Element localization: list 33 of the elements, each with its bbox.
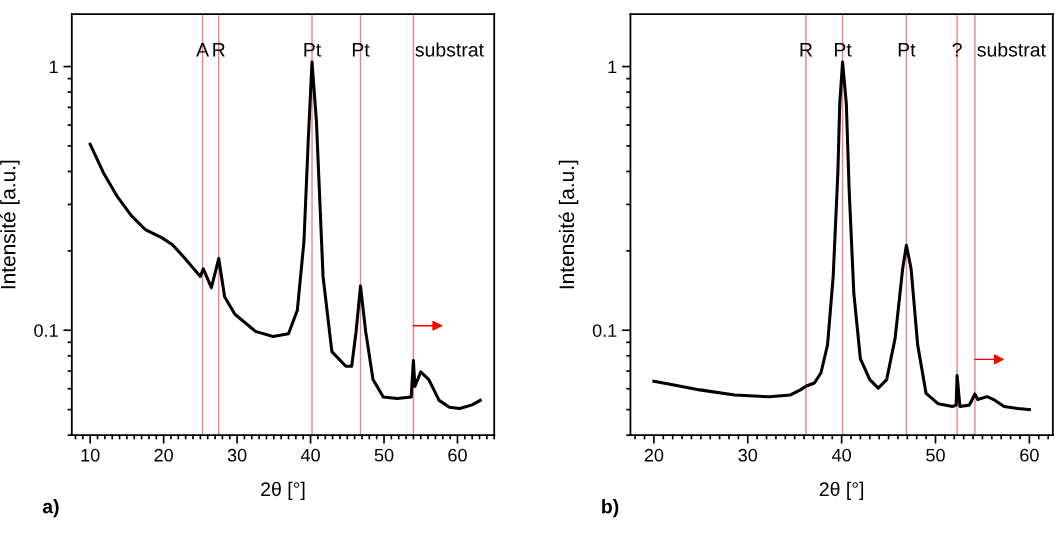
line-series [88, 60, 482, 410]
x-axis-title: 2θ [°] [261, 481, 305, 500]
y-tick-label: 1 [608, 60, 617, 74]
x-tick-label: 10 [81, 448, 100, 462]
x-tick-label: 40 [832, 448, 851, 462]
x-tick-label: 50 [374, 448, 394, 462]
y-tick-label: 0.1 [592, 324, 617, 337]
ref-line-label: Pt [834, 43, 852, 57]
y-axis-title: Intensité [a.u.] [0, 160, 20, 289]
y-axis-title: Intensité [a.u.] [558, 160, 579, 289]
x-tick-label: 20 [154, 448, 173, 462]
text: b) [602, 499, 619, 518]
ref-line-label: Pt [304, 43, 322, 57]
text: a) [42, 499, 59, 518]
x-tick-label: 40 [300, 448, 320, 462]
x-tick-label: 50 [926, 448, 945, 462]
x-tick-label: 30 [738, 448, 758, 462]
ref-line-label: Pt [898, 43, 916, 57]
x-tick-label: 60 [448, 448, 467, 462]
ref-line-label: substrat [415, 42, 484, 57]
ref-line-label: R [213, 43, 225, 57]
ref-line-label: R [800, 43, 813, 57]
x-tick-label: 20 [644, 448, 664, 462]
x-tick-label: 30 [227, 448, 247, 462]
y-tick-label: 1 [49, 60, 58, 74]
ref-line-label: ? [952, 42, 962, 57]
x-axis-title: 2θ [°] [819, 481, 864, 500]
y-tick-label: 0.1 [34, 324, 58, 337]
ref-line-label: Pt [352, 43, 370, 57]
x-tick-label: 60 [1020, 448, 1039, 462]
ref-line-label: substrat [977, 42, 1046, 57]
line-series [652, 60, 1031, 412]
ref-line-label: A [196, 43, 210, 57]
